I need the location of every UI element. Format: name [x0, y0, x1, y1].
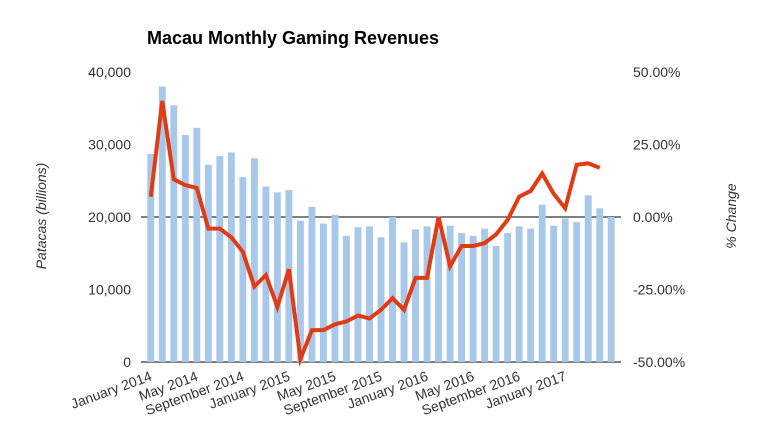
bar	[412, 229, 419, 362]
line-series	[148, 100, 601, 368]
y2-tick-label: 0.00%	[633, 209, 673, 225]
y-tick-label: 0	[123, 354, 131, 370]
bar	[319, 223, 327, 362]
y2-axis-label: % Change	[723, 183, 739, 249]
bar	[158, 86, 166, 362]
bar	[239, 177, 247, 363]
bar	[250, 158, 258, 362]
y2-tick-label: -25.00%	[633, 282, 685, 298]
bar	[354, 227, 362, 362]
bar-series	[147, 86, 615, 363]
bar	[550, 225, 558, 362]
bar	[504, 232, 512, 362]
bar	[492, 246, 500, 362]
bar	[181, 135, 189, 362]
bar	[204, 164, 212, 362]
bar	[458, 232, 466, 362]
bar	[273, 192, 281, 362]
bar	[515, 226, 523, 362]
bar	[607, 217, 615, 362]
bar	[423, 226, 431, 362]
bar	[446, 225, 454, 362]
bar	[296, 220, 304, 363]
bar	[343, 235, 350, 362]
bar	[469, 235, 477, 362]
y-tick-label: 20,000	[88, 209, 131, 225]
bar	[366, 226, 373, 362]
bar	[216, 156, 224, 362]
bar	[538, 204, 546, 362]
y-axis-label: Patacas (billions)	[33, 163, 49, 270]
y2-tick-label: 25.00%	[633, 137, 680, 153]
y-tick-label: 30,000	[88, 137, 131, 153]
y-tick-label: 40,000	[88, 64, 131, 80]
bar	[227, 152, 235, 362]
y2-tick-label: 50.00%	[633, 64, 680, 80]
bar	[193, 127, 201, 362]
bar	[170, 105, 178, 362]
bar	[331, 214, 339, 362]
y-axis-right: 50.00% 25.00% 0.00% -25.00% -50.00%	[633, 64, 685, 370]
bar	[400, 242, 408, 363]
y-axis-left: 40,000 30,000 20,000 10,000 0	[88, 64, 131, 370]
bar	[435, 232, 443, 362]
y-tick-label: 10,000	[88, 282, 131, 298]
bar	[481, 228, 489, 362]
bar	[147, 153, 155, 362]
bar	[389, 217, 396, 362]
bar	[308, 206, 316, 362]
bar	[596, 208, 604, 362]
bar	[584, 195, 592, 362]
bar	[573, 222, 581, 362]
bar	[561, 218, 569, 362]
bar	[527, 228, 535, 362]
chart-title: Macau Monthly Gaming Revenues	[147, 28, 439, 48]
percent-change-line	[148, 100, 601, 368]
bar	[377, 237, 385, 362]
y2-tick-label: -50.00%	[633, 354, 685, 370]
